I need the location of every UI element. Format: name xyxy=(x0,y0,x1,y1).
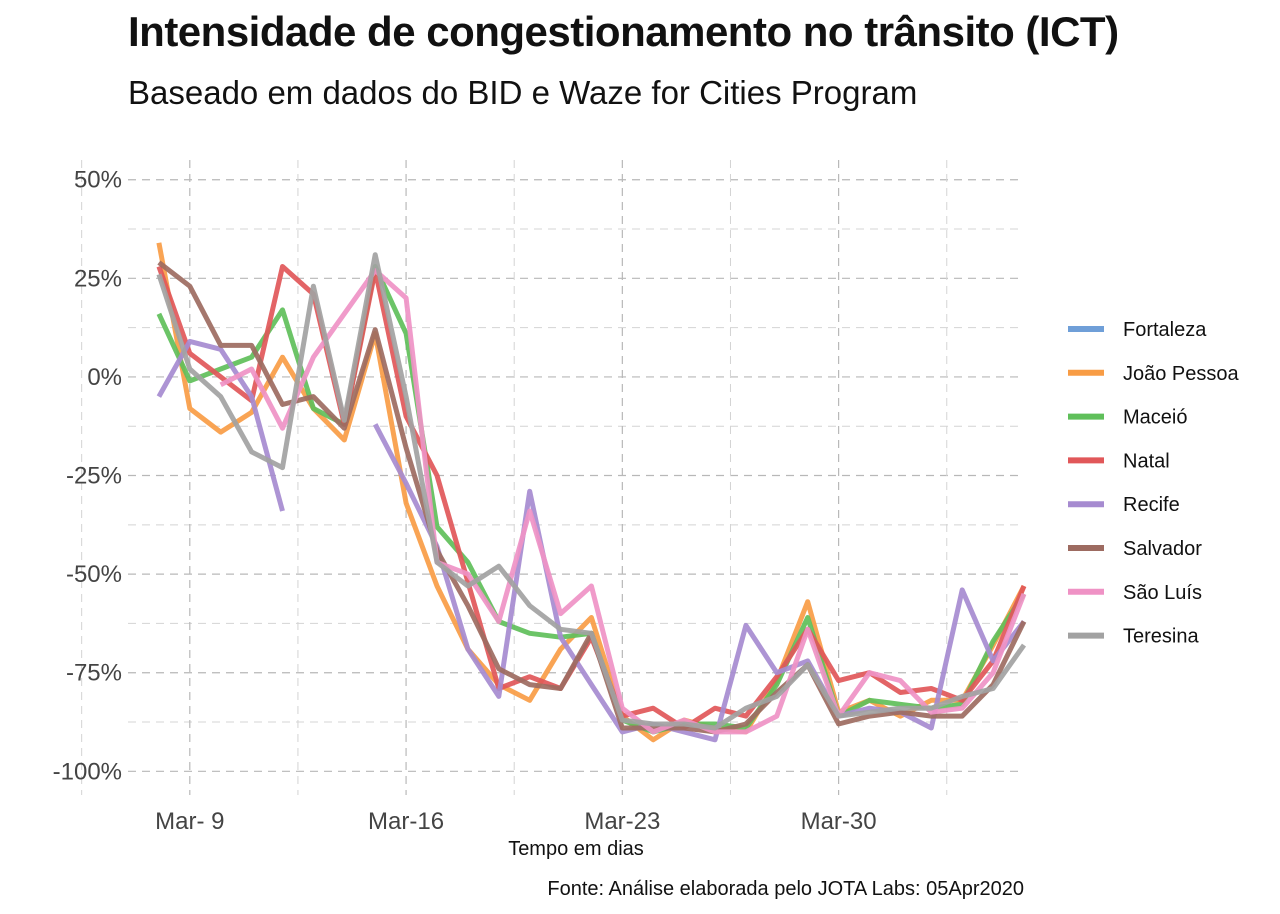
series-line-recife xyxy=(372,423,1026,743)
series-line-maceio xyxy=(156,264,1027,735)
legend-label-recife: Recife xyxy=(1123,494,1180,516)
y-tick-label: -75% xyxy=(66,660,122,687)
legend-label-natal: Natal xyxy=(1123,450,1170,472)
x-tick-label: Mar- 9 xyxy=(155,808,224,835)
legend-label-fortaleza: Fortaleza xyxy=(1123,319,1207,341)
series-line-recife xyxy=(156,338,285,512)
y-tick-label: 50% xyxy=(74,167,122,194)
y-tick-label: -50% xyxy=(66,561,122,588)
chart-subtitle: Baseado em dados do BID e Waze for Citie… xyxy=(128,74,918,111)
legend-label-teresina: Teresina xyxy=(1123,626,1199,648)
grid xyxy=(81,160,1024,795)
chart-caption: Fonte: Análise elaborada pelo JOTA Labs:… xyxy=(547,878,1024,900)
legend: Fortaleza João Pessoa Maceió Natal Recife Sal… xyxy=(1068,319,1240,648)
series-lines xyxy=(156,242,1027,743)
y-tick-label: -100% xyxy=(53,758,122,785)
series-line-joao-pessoa xyxy=(156,242,1027,743)
y-tick-label: 25% xyxy=(74,265,122,292)
legend-label-joao-pessoa: João Pessoa xyxy=(1123,363,1240,385)
x-tick-label: Mar-30 xyxy=(801,808,877,835)
x-axis-ticks: Mar- 9 Mar-16 Mar-23 Mar-30 xyxy=(155,808,877,835)
chart-title: Intensidade de congestionamento no trâns… xyxy=(128,8,1119,55)
legend-label-salvador: Salvador xyxy=(1123,538,1202,560)
series-line-teresina xyxy=(156,252,1027,731)
y-axis-ticks: 50% 25% 0% -25% -50% -75% -100% xyxy=(53,167,122,786)
x-tick-label: Mar-16 xyxy=(368,808,444,835)
series-line-sao-luis xyxy=(219,267,1027,735)
x-axis-title: Tempo em dias xyxy=(508,838,644,860)
x-tick-label: Mar-23 xyxy=(584,808,660,835)
y-tick-label: 0% xyxy=(87,364,122,391)
legend-label-maceio: Maceió xyxy=(1123,407,1187,429)
y-tick-label: -25% xyxy=(66,463,122,490)
legend-label-sao-luis: São Luís xyxy=(1123,582,1202,604)
